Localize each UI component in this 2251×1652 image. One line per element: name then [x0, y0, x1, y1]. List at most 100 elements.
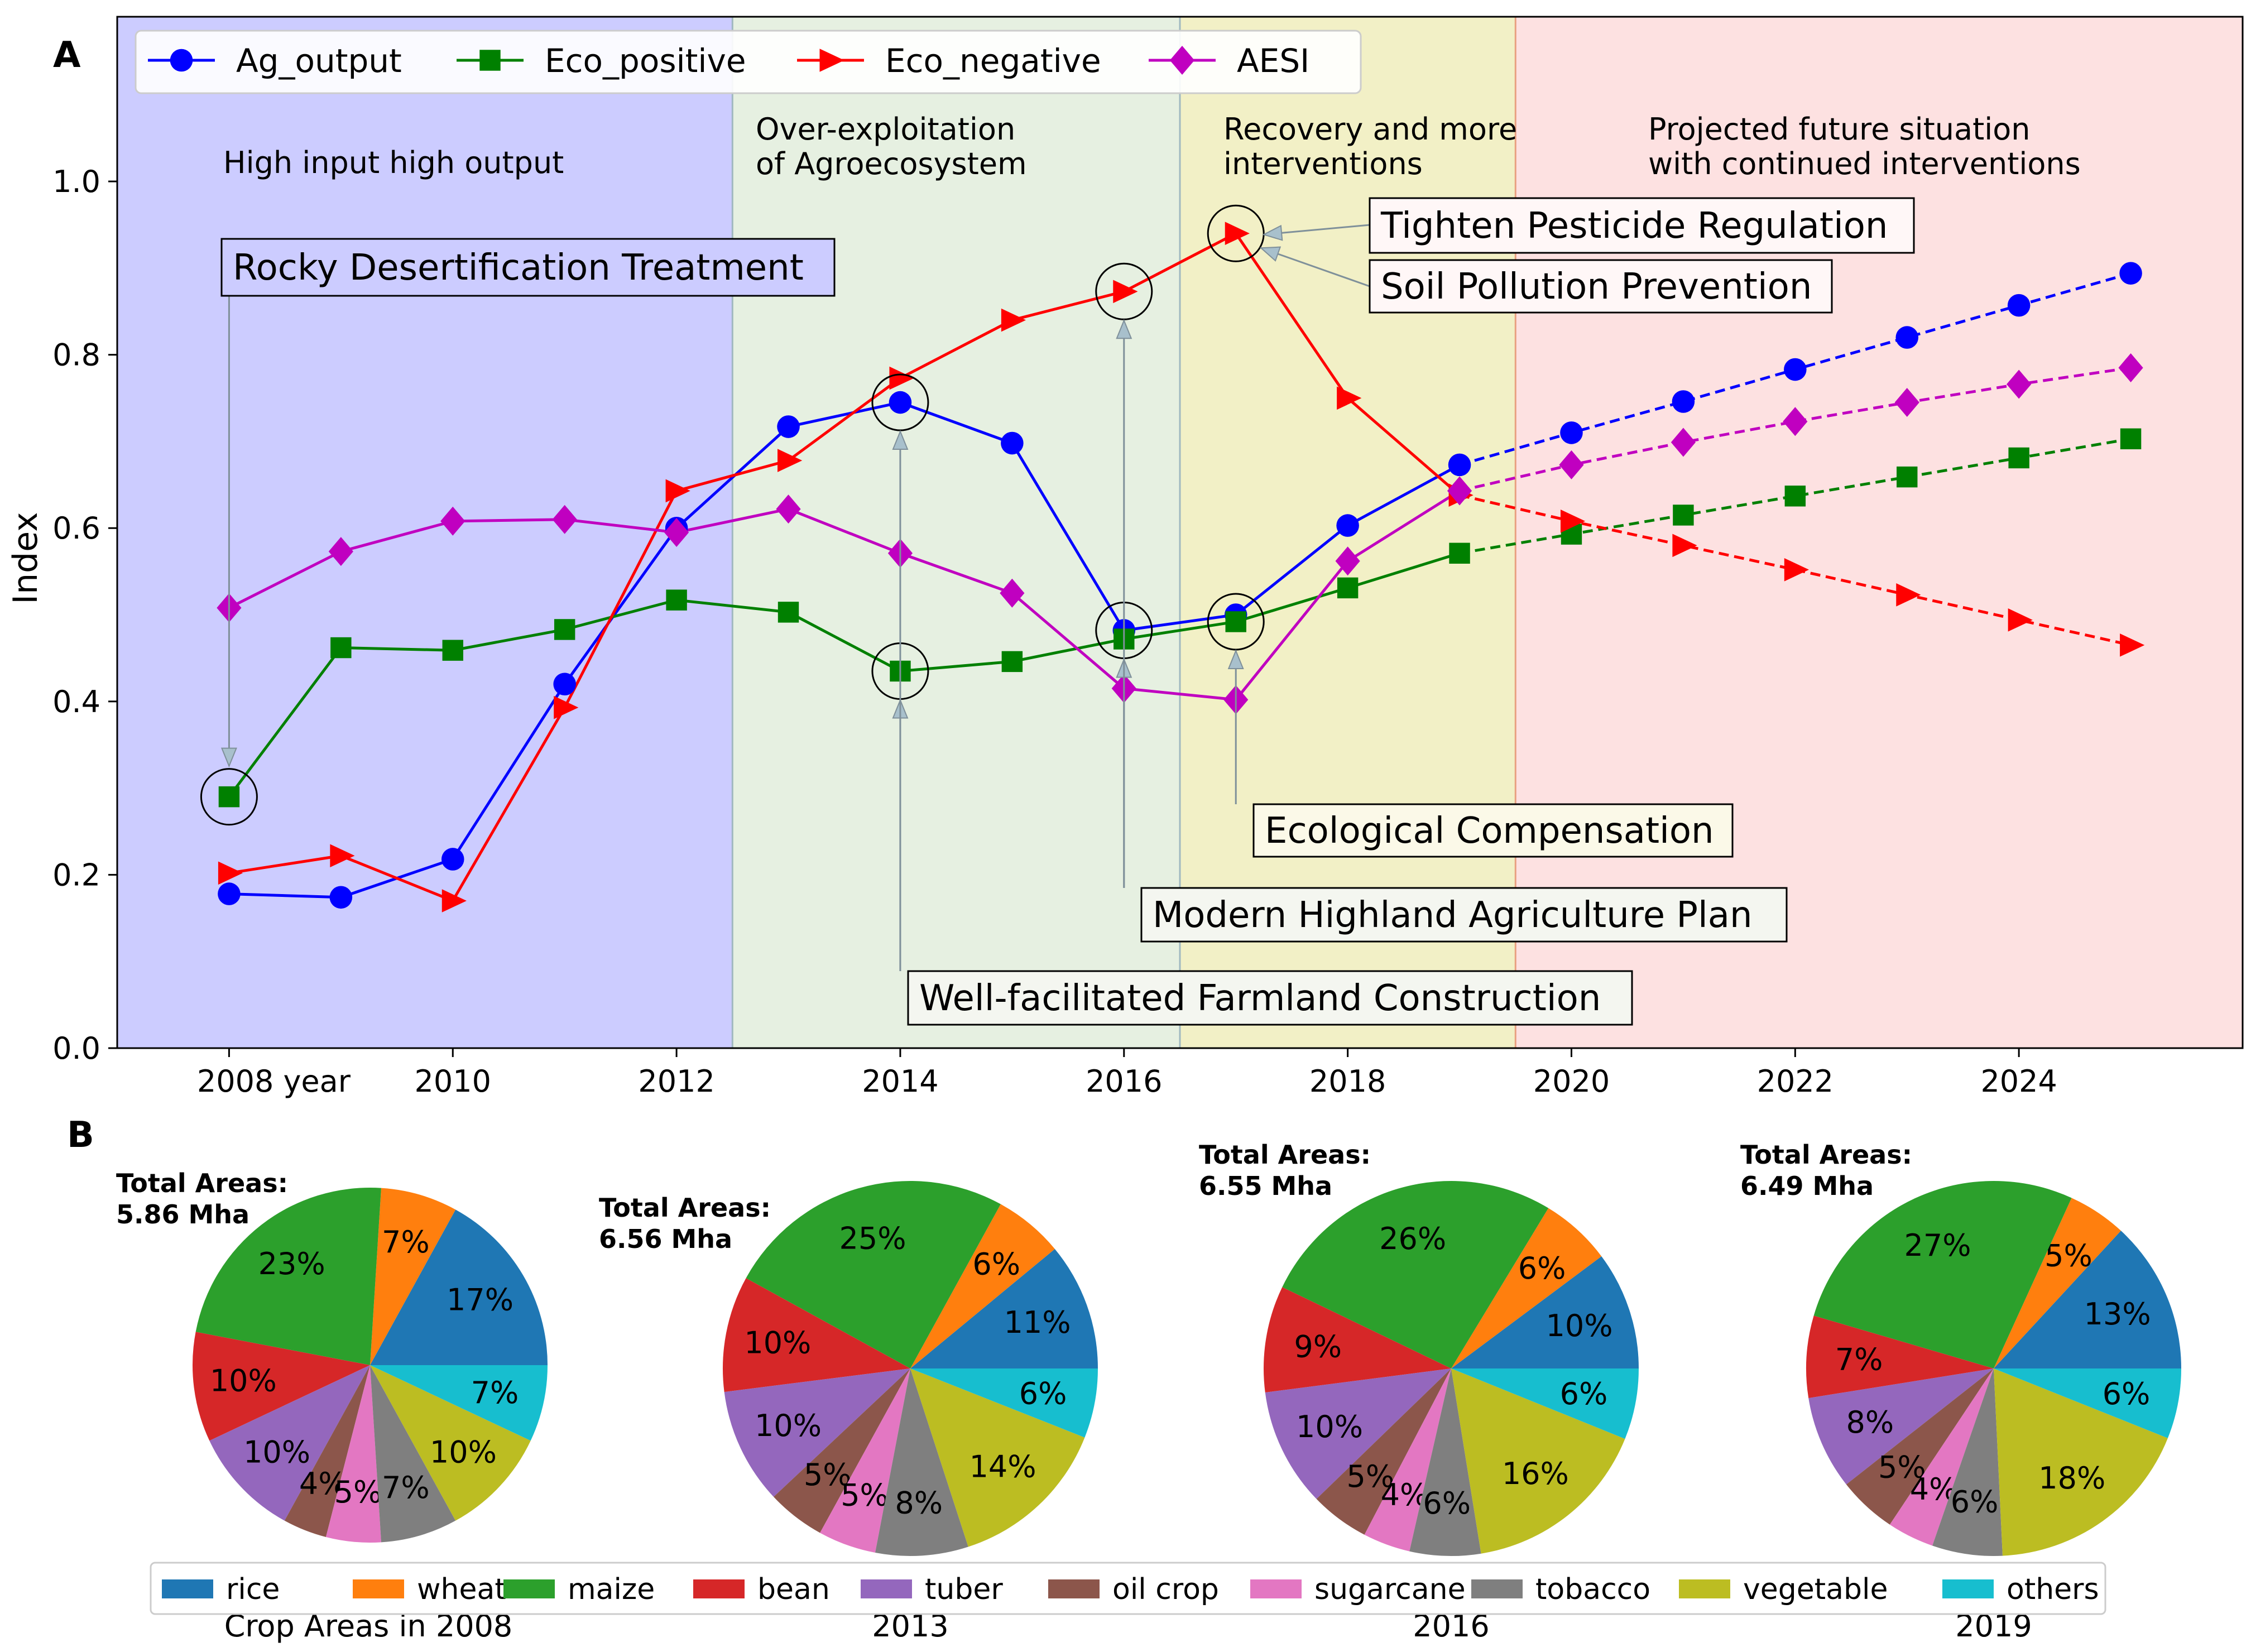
annotation-label: Ecological Compensation [1265, 810, 1714, 852]
arrow-head [1116, 319, 1132, 339]
pie-slice-maize [195, 1188, 381, 1365]
data-point [776, 494, 801, 524]
annotation-label: Well-facilitated Farmland Construction [919, 978, 1601, 1019]
data-point [2119, 262, 2142, 285]
data-point [170, 49, 193, 72]
data-point [1560, 510, 1586, 533]
pie-slice-rice [1451, 1256, 1639, 1368]
data-point [1896, 583, 1921, 607]
pie-legend-entry: bean [757, 1573, 830, 1606]
x-tick-label: 2008 year [197, 1064, 351, 1099]
series-line-AESI [228, 489, 1461, 702]
pie-slice-bean [193, 1332, 370, 1441]
pie-legend-swatch [861, 1579, 912, 1598]
arrow-head [1227, 649, 1244, 669]
pie-slice-tobacco [1409, 1368, 1481, 1556]
data-point [819, 49, 844, 72]
line-legend: Ag_output Eco_positive Eco_negative AESI [135, 30, 1362, 94]
pie-slice-wheat [370, 1188, 456, 1365]
data-point [666, 589, 687, 611]
annotation-box [1252, 803, 1734, 858]
pie-slice-tuber [1808, 1368, 1994, 1485]
data-point [1671, 428, 1696, 457]
pie-slice-label: 16% [1502, 1456, 1569, 1491]
pie-slice-tuber [209, 1365, 370, 1521]
phase-label: Over-exploitation [756, 112, 1015, 147]
data-point [479, 50, 501, 71]
data-point [1783, 407, 1808, 436]
pie-slice-label: 10% [243, 1435, 310, 1470]
pie-slice-vegetable [1451, 1368, 1625, 1554]
pie-slice-label: 11% [1004, 1305, 1071, 1340]
pie-slice-others [1451, 1368, 1639, 1439]
annotation-label: Tighten Pesticide Regulation [1380, 205, 1888, 247]
pie-slice-label: 7% [382, 1470, 430, 1505]
annotation-box [907, 970, 1633, 1026]
phase-label: with continued interventions [1648, 146, 2081, 181]
x-tick-label: 2010 [415, 1064, 491, 1099]
x-tick-label: 2024 [1980, 1064, 2057, 1099]
annotation-box [220, 238, 836, 297]
panel-a-label: A [53, 35, 81, 76]
pie-slice-rice [910, 1248, 1098, 1368]
pie-slice-oil-crop [1846, 1368, 1994, 1525]
data-point [1559, 450, 1584, 479]
data-point [1337, 386, 1362, 410]
pie-slice-label: 10% [1296, 1409, 1363, 1444]
pie-slice-wheat [1994, 1198, 2121, 1368]
pie-legend-entry: maize [568, 1573, 655, 1606]
pie-total-label: Total Areas: [116, 1168, 288, 1198]
x-tick-label: 2014 [862, 1064, 938, 1099]
pie-slice-label: 10% [430, 1435, 497, 1470]
data-point [330, 637, 352, 659]
data-point [218, 882, 241, 905]
pie-slice-label: 6% [972, 1247, 1020, 1282]
pie-slice-tobacco [1932, 1368, 2003, 1556]
data-point [1169, 46, 1195, 75]
pie-slice-oil-crop [284, 1365, 370, 1538]
pie-slice-label: 5% [1878, 1450, 1926, 1485]
pie-slice-rice [1994, 1231, 2181, 1368]
y-tick-label: 0.8 [52, 338, 100, 373]
pie-slice-sugarcane [1889, 1368, 1994, 1546]
data-point [440, 506, 465, 536]
pie-total-label: Total Areas: [1740, 1140, 1912, 1170]
pie-slice-vegetable [370, 1365, 531, 1521]
annotation-label: Modern Highland Agriculture Plan [1153, 895, 1753, 936]
x-tick-label: 2016 [1086, 1064, 1162, 1099]
pie-slice-label: 7% [1835, 1342, 1883, 1377]
pie-slice-wheat [1451, 1208, 1602, 1368]
pie-slice-label: 10% [1546, 1308, 1613, 1343]
annotation-label: Soil Pollution Prevention [1381, 266, 1812, 308]
pie-slice-tobacco [370, 1365, 456, 1543]
data-point [554, 619, 575, 640]
series-line-Eco_negative [229, 231, 1461, 903]
y-tick-label: 1.0 [52, 164, 100, 199]
data-point [329, 886, 353, 909]
data-point [2007, 369, 2032, 399]
line-chart: High input high output Over-exploitationo… [52, 16, 2244, 1099]
pie-slice-tuber [724, 1368, 910, 1497]
pie-legend-entry: oil crop [1112, 1573, 1219, 1606]
pie-slice-label: 6% [2103, 1376, 2151, 1411]
pie-charts: 17%7%23%10%10%4%5% 7%10%7%Total Areas:5.8… [116, 1140, 2181, 1644]
pie-legend-entry: rice [226, 1573, 280, 1606]
legend-entry: AESI [1237, 42, 1309, 80]
pie-slice-label: 26% [1379, 1221, 1446, 1256]
data-point [1672, 534, 1697, 558]
panel-b-label: B [67, 1115, 94, 1156]
data-point [777, 449, 803, 472]
pie-slice-label: 13% [2084, 1296, 2151, 1332]
pie-slice-maize [1813, 1181, 2072, 1368]
pie-slice-bean [723, 1278, 910, 1392]
data-point [2007, 294, 2031, 317]
pie-legend-entry: vegetable [1743, 1573, 1888, 1606]
data-point [2008, 608, 2033, 632]
pie-slice-label: 9% [1294, 1329, 1342, 1364]
annotation-box [1369, 259, 1833, 314]
phase-label: Recovery and more [1223, 112, 1517, 147]
data-point [441, 889, 467, 913]
data-point [1337, 577, 1359, 599]
pie-slice-label: 7% [471, 1375, 519, 1410]
